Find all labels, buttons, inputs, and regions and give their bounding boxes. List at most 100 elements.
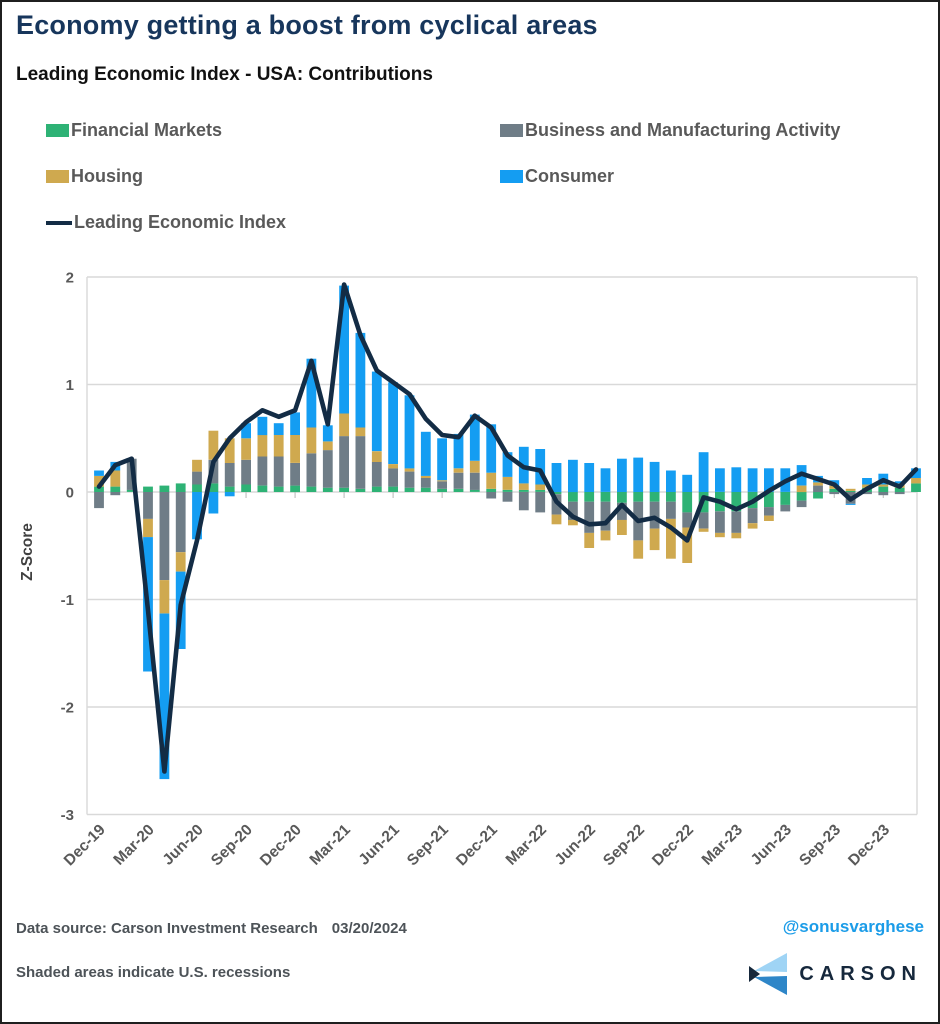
bar-segment bbox=[143, 518, 153, 538]
bar-segment bbox=[94, 470, 104, 476]
bar-segment bbox=[780, 492, 791, 505]
bar-segment bbox=[322, 450, 333, 488]
bar-segment bbox=[273, 435, 284, 457]
bar-segment bbox=[469, 460, 480, 473]
bar-segment bbox=[469, 489, 480, 492]
x-tick-label: Jun-23 bbox=[748, 821, 796, 869]
y-tick-label: -1 bbox=[61, 592, 74, 609]
bar-segment bbox=[796, 485, 807, 493]
bar-segment bbox=[257, 435, 268, 457]
bar-segment bbox=[290, 463, 300, 486]
legend-item-housing: Housing bbox=[46, 166, 143, 187]
bar-segment bbox=[878, 484, 889, 487]
bar-segment bbox=[551, 463, 562, 492]
bar-segment bbox=[715, 468, 725, 492]
business-manufacturing-swatch-icon bbox=[500, 124, 523, 137]
recession-note: Shaded areas indicate U.S. recessions bbox=[16, 964, 291, 981]
bar-segment bbox=[159, 580, 170, 614]
bar-segment bbox=[617, 492, 627, 503]
bar-segment bbox=[862, 478, 872, 485]
bar-segment bbox=[715, 511, 725, 533]
bar-segment bbox=[371, 461, 382, 487]
bar-segment bbox=[747, 508, 758, 524]
bar-segment bbox=[224, 463, 235, 487]
bar-segment bbox=[813, 492, 823, 499]
bar-segment bbox=[437, 488, 447, 492]
bar-segment bbox=[731, 467, 742, 492]
carson-logo: CARSON bbox=[747, 952, 922, 996]
bar-segment bbox=[453, 488, 464, 492]
bar-segment bbox=[862, 484, 872, 488]
bar-segment bbox=[764, 507, 774, 516]
bar-segment bbox=[764, 515, 774, 521]
legend-label: Housing bbox=[71, 166, 143, 186]
bar-segment bbox=[192, 471, 202, 485]
bar-segment bbox=[518, 489, 529, 492]
data-source-label: Data source: Carson Investment Research bbox=[16, 920, 318, 937]
bar-segment bbox=[666, 501, 676, 519]
bar-segment bbox=[241, 459, 251, 485]
x-tick-label: Sep-20 bbox=[208, 821, 256, 869]
bar-segment bbox=[192, 492, 202, 540]
bar-segment bbox=[290, 412, 300, 435]
x-tick-label: Mar-23 bbox=[699, 821, 747, 869]
bar-segment bbox=[764, 468, 774, 492]
legend-item-business-manufacturing: Business and Manufacturing Activity bbox=[500, 120, 840, 141]
lei-line-swatch-icon bbox=[46, 220, 72, 225]
y-tick-label: 0 bbox=[66, 485, 74, 502]
data-source-text: Data source: Carson Investment Research 0… bbox=[16, 920, 407, 937]
bar-segment bbox=[208, 492, 219, 514]
bar-segment bbox=[600, 530, 611, 541]
bar-segment bbox=[110, 470, 121, 487]
bar-segment bbox=[306, 427, 317, 454]
bar-segment bbox=[486, 424, 497, 473]
bar-segment bbox=[159, 485, 170, 493]
bar-segment bbox=[371, 371, 382, 452]
bar-segment bbox=[208, 483, 219, 492]
bar-segment bbox=[747, 468, 758, 492]
x-tick-label: Sep-21 bbox=[404, 821, 452, 869]
y-tick-label: -3 bbox=[61, 807, 74, 824]
bar-segment bbox=[617, 519, 627, 535]
bar-segment bbox=[420, 475, 431, 478]
bar-segment bbox=[911, 478, 921, 484]
gridlines: 2 1 0 -1 -2 -3 bbox=[61, 270, 918, 824]
bar-segment bbox=[371, 486, 382, 492]
bar-segment bbox=[486, 488, 497, 492]
x-tick-label: Dec-22 bbox=[649, 821, 697, 869]
bar-segment bbox=[649, 528, 660, 551]
bar-segment bbox=[666, 470, 676, 492]
bar-segment bbox=[649, 492, 660, 502]
bar-segment bbox=[355, 436, 366, 489]
lei-chart-svg: 2 1 0 -1 -2 -3 Z-Score Dec-19 Mar-20 Jun-20 Sep-20… bbox=[19, 270, 921, 869]
bar-segment bbox=[845, 490, 856, 492]
bar-segment bbox=[339, 413, 349, 437]
bar-segment bbox=[355, 427, 366, 437]
bar-segment bbox=[273, 486, 284, 492]
bar-segment bbox=[388, 468, 398, 487]
bar-segment bbox=[306, 453, 317, 487]
bar-segment bbox=[453, 468, 464, 473]
page-title: Economy getting a boost from cyclical ar… bbox=[16, 10, 598, 40]
bar-segment bbox=[796, 500, 807, 508]
x-tick-label: Jun-21 bbox=[356, 821, 404, 869]
bar-segment bbox=[257, 416, 268, 436]
bar-segment bbox=[894, 481, 905, 484]
bar-segment bbox=[404, 468, 415, 472]
bar-segment bbox=[306, 486, 317, 492]
bar-segment bbox=[731, 532, 742, 539]
bar-segment bbox=[126, 489, 137, 492]
bar-segment bbox=[862, 492, 872, 495]
bar-segment bbox=[404, 395, 415, 469]
bar-segment bbox=[666, 518, 676, 559]
legend-item-financial-markets: Financial Markets bbox=[46, 120, 222, 141]
bar-segment bbox=[617, 502, 627, 520]
legend-item-leading-economic-index: Leading Economic Index bbox=[46, 212, 286, 233]
bar-segment bbox=[355, 332, 366, 428]
bar-segment bbox=[453, 433, 464, 469]
lei-contributions-chart: 2 1 0 -1 -2 -3 Z-Score Dec-19 Mar-20 Jun-20 Sep-20… bbox=[2, 252, 938, 912]
bar-segment bbox=[322, 487, 333, 492]
bar-segment bbox=[486, 472, 497, 489]
bar-segment bbox=[551, 514, 562, 525]
bar-segment bbox=[813, 482, 823, 486]
